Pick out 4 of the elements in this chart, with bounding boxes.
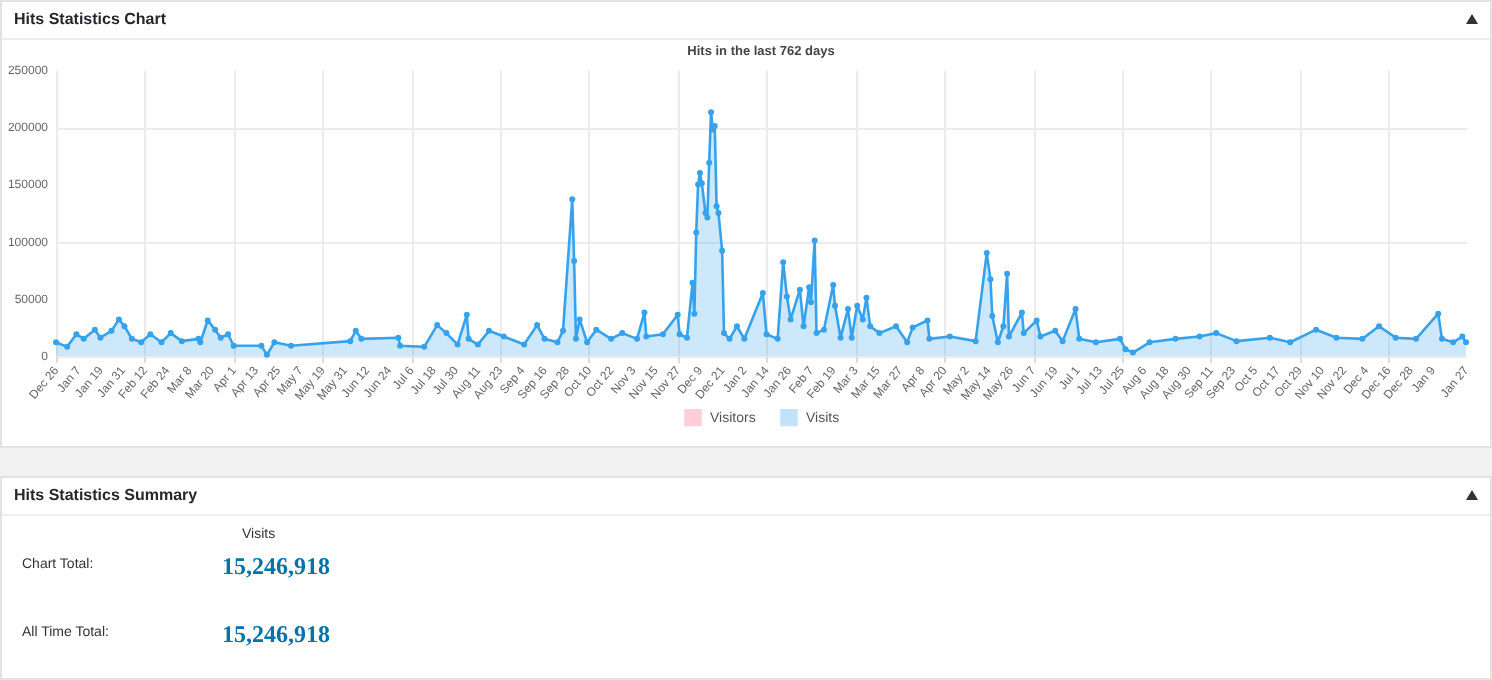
text: 15,246,918 [222,618,332,652]
text: Hits Statistics Summary [14,486,198,504]
text: 15,246,918 [222,550,332,584]
chart-title: Hits Statistics Chart [14,10,167,28]
